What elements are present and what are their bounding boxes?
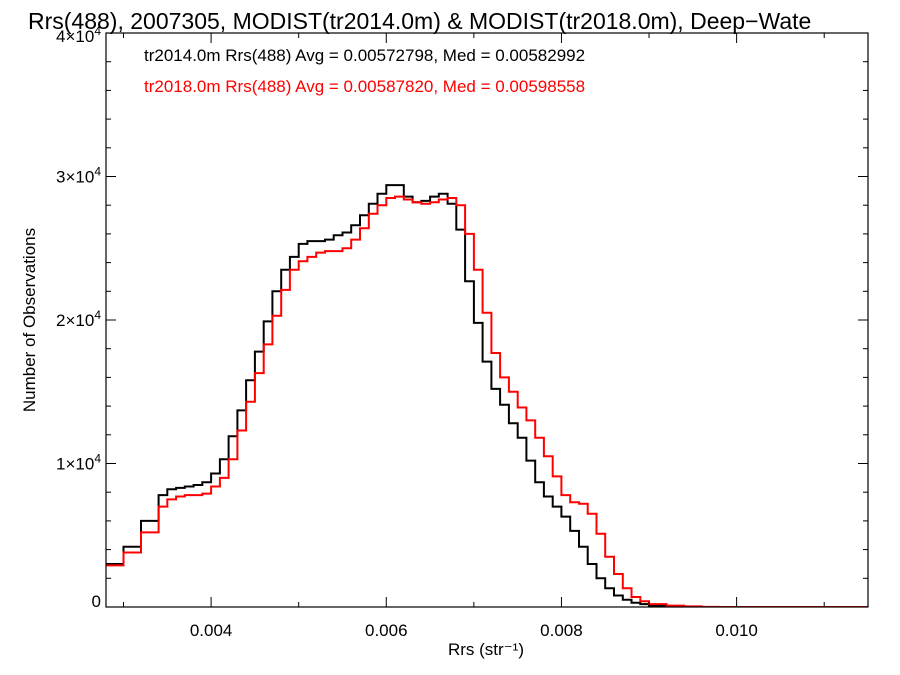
y-tick-label: 2×104 (56, 308, 101, 330)
legend-entry-tr2014: tr2014.0m Rrs(488) Avg = 0.00572798, Med… (144, 46, 585, 65)
x-axis: 0.004 0.006 0.008 0.010 (123, 33, 825, 640)
series-line-tr2018 (106, 195, 868, 607)
y-tick-label: 3×104 (56, 165, 101, 187)
series-layer (106, 184, 868, 607)
chart-title: Rrs(488), 2007305, MODIST(tr2014.0m) & M… (28, 8, 811, 34)
legend-entry-tr2018: tr2018.0m Rrs(488) Avg = 0.00587820, Med… (144, 77, 585, 96)
x-tick-label: 0.004 (190, 621, 233, 640)
y-tick-label: 0 (92, 592, 101, 611)
y-tick-label: 1×104 (56, 452, 101, 474)
y-axis-label: Number of Observations (20, 228, 39, 412)
x-tick-label: 0.008 (540, 621, 583, 640)
x-tick-label: 0.006 (365, 621, 408, 640)
y-axis: 0 1×104 2×104 3×104 4×104 (56, 24, 868, 611)
y-tick-label: 4×104 (56, 24, 101, 46)
x-axis-label: Rrs (str⁻¹) (448, 640, 524, 659)
x-tick-label: 0.010 (715, 621, 758, 640)
